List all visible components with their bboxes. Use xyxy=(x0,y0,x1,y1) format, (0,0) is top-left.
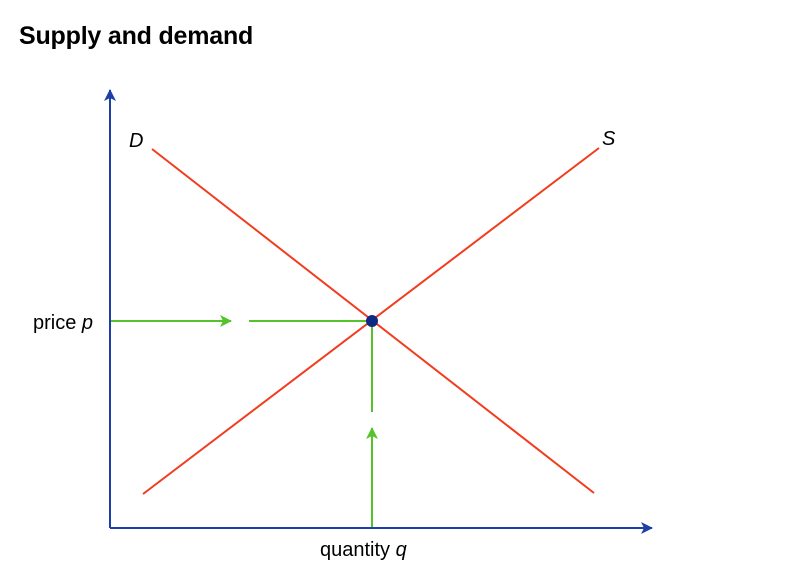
price-label: price p xyxy=(33,312,93,334)
price-variable: p xyxy=(81,312,93,334)
supply-label: S xyxy=(602,128,616,150)
demand-label: D xyxy=(129,130,143,152)
equilibrium-point xyxy=(366,315,378,327)
diagram-title: Supply and demand xyxy=(19,22,254,50)
quantity-variable: q xyxy=(396,539,407,561)
price-label-text: price xyxy=(33,312,82,334)
quantity-label: quantity q xyxy=(320,539,407,561)
quantity-label-text: quantity xyxy=(320,539,396,561)
